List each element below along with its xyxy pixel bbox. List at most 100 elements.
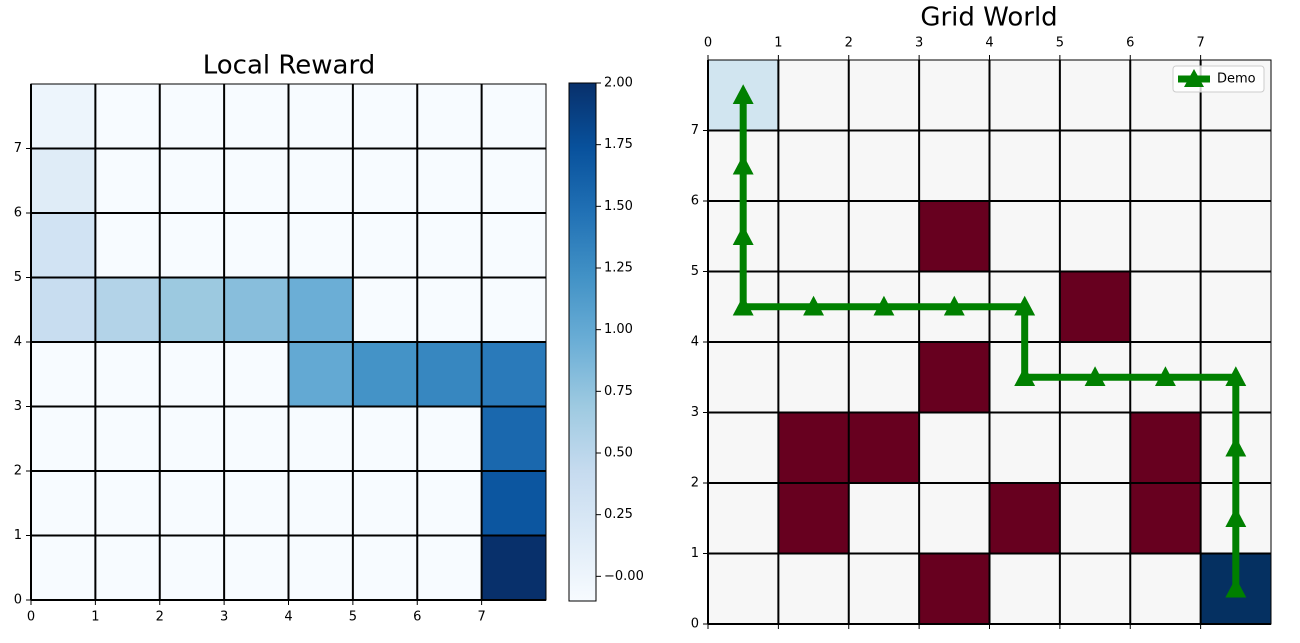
heatmap-cell [31, 342, 96, 407]
heatmap-cell [778, 483, 849, 554]
colorbar-tick-label: 0.50 [604, 446, 633, 461]
heatmap-cell [1130, 130, 1201, 201]
heatmap-cell [778, 553, 849, 624]
heatmap-cell [352, 535, 418, 600]
heatmap-cell [778, 412, 849, 483]
heatmap-cell [159, 535, 225, 600]
heatmap-cell [288, 148, 353, 213]
heatmap-cell [159, 84, 225, 149]
x-tick-label: 1 [774, 36, 782, 51]
heatmap-cell [1059, 412, 1131, 483]
heatmap-cell [989, 130, 1060, 201]
heatmap-cell [288, 277, 353, 342]
heatmap-cell [352, 406, 418, 471]
heatmap-cell [919, 412, 990, 483]
heatmap-cell [95, 84, 160, 149]
heatmap-cell [288, 213, 353, 278]
heatmap-cell [989, 553, 1060, 624]
series-marker [1154, 366, 1176, 387]
x-tick-label: 3 [915, 36, 923, 51]
heatmap-cell [1130, 483, 1201, 554]
heatmap-cell [708, 342, 779, 413]
heatmap-cell [417, 213, 482, 278]
x-tick-label: 4 [985, 36, 993, 51]
heatmap-cell [352, 277, 418, 342]
heatmap-cell [1059, 201, 1131, 272]
heatmap-cell [778, 342, 849, 413]
y-tick-label: 3 [14, 399, 22, 414]
heatmap-cell [159, 148, 225, 213]
heatmap-cell [159, 471, 225, 536]
heatmap-cell [989, 412, 1060, 483]
heatmap-cell [31, 535, 96, 600]
heatmap-cell [352, 213, 418, 278]
heatmap-cell [95, 406, 160, 471]
y-tick-label: 6 [14, 206, 22, 221]
y-tick-label: 7 [14, 141, 22, 156]
heatmap-cell [31, 277, 96, 342]
heatmap-cell [159, 342, 225, 407]
y-tick-label: 6 [691, 194, 699, 209]
heatmap-cell [288, 406, 353, 471]
heatmap-cell [159, 213, 225, 278]
legend-marker [1184, 69, 1204, 87]
heatmap-cell [31, 406, 96, 471]
heatmap-cell [778, 60, 849, 131]
y-tick-label: 1 [14, 528, 22, 543]
y-tick-label: 0 [691, 617, 699, 632]
heatmap-cell [1059, 553, 1131, 624]
heatmap-cell [848, 201, 920, 272]
heatmap-cell [352, 84, 418, 149]
heatmap-cell [352, 148, 418, 213]
heatmap-cell [481, 84, 546, 149]
heatmap-cell [481, 213, 546, 278]
colorbar-tick-label: 0.25 [604, 507, 633, 522]
heatmap-cell [989, 201, 1060, 272]
heatmap-cell [848, 412, 920, 483]
heatmap-cell [417, 148, 482, 213]
heatmap-cell [288, 342, 353, 407]
y-tick-label: 1 [691, 546, 699, 561]
x-tick-label: 0 [704, 36, 712, 51]
heatmap-cell [919, 60, 990, 131]
heatmap-cell [481, 277, 546, 342]
heatmap-cell [417, 471, 482, 536]
x-tick-label: 6 [413, 610, 421, 625]
series-marker [1225, 436, 1247, 457]
heatmap-cell [288, 471, 353, 536]
heatmap-cell [95, 342, 160, 407]
heatmap-cell [159, 277, 225, 342]
series-marker [732, 225, 754, 246]
heatmap-cell [1059, 60, 1131, 131]
heatmap-cell [778, 201, 849, 272]
x-tick-label: 5 [349, 610, 357, 625]
heatmap-cell [848, 553, 920, 624]
heatmap-cell [288, 535, 353, 600]
heatmap-cell [224, 406, 289, 471]
heatmap-cell [1200, 130, 1271, 201]
heatmap-cell [1130, 412, 1201, 483]
heatmap-cell [481, 406, 546, 471]
heatmap-cell [848, 483, 920, 554]
series-marker [732, 295, 754, 316]
heatmap-cell [95, 213, 160, 278]
heatmap-cell [919, 483, 990, 554]
heatmap-cell [417, 277, 482, 342]
heatmap-cell [417, 342, 482, 407]
heatmap-cell [481, 471, 546, 536]
heatmap-cell [95, 277, 160, 342]
heatmap-cell [919, 201, 990, 272]
heatmap-cell [848, 60, 920, 131]
heatmap-cell [417, 535, 482, 600]
heatmap-cell [224, 277, 289, 342]
y-tick-label: 7 [691, 123, 699, 138]
chart-title: Local Reward [203, 51, 375, 81]
heatmap-cell [352, 471, 418, 536]
y-tick-label: 0 [14, 593, 22, 608]
heatmap-cell [288, 84, 353, 149]
x-tick-label: 7 [1196, 36, 1204, 51]
y-tick-label: 4 [14, 335, 22, 350]
y-tick-label: 3 [691, 405, 699, 420]
heatmap-cell [919, 553, 990, 624]
colorbar-tick-label: 1.25 [604, 261, 633, 276]
